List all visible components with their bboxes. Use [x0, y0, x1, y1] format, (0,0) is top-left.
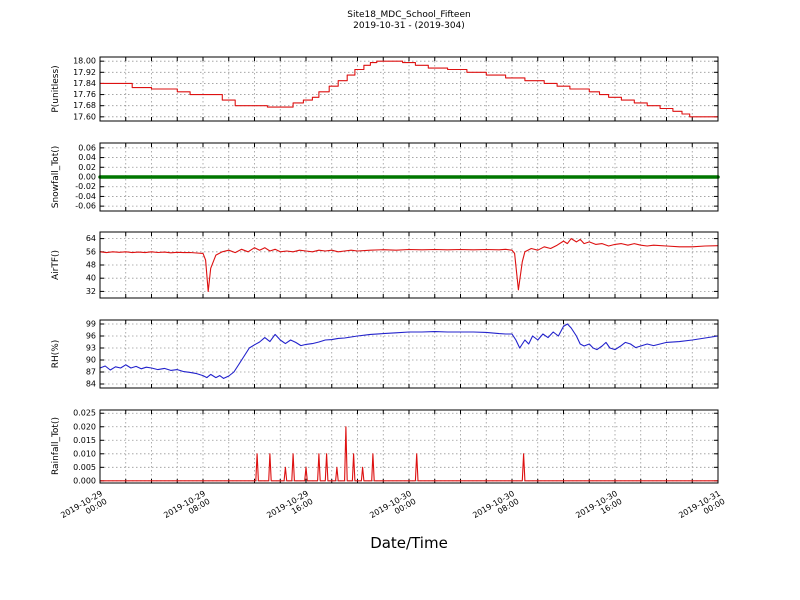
- y-axis-label-rh: RH(%): [51, 339, 61, 369]
- svg-text:40: 40: [86, 274, 96, 283]
- svg-text:2019-10-3000:00: 2019-10-3000:00: [368, 489, 417, 528]
- svg-text:56: 56: [86, 247, 96, 256]
- svg-text:0.02: 0.02: [78, 163, 96, 172]
- svg-text:0.015: 0.015: [73, 436, 96, 445]
- svg-text:0.000: 0.000: [73, 476, 96, 485]
- y-axis-label-pressure: P(unitless): [51, 65, 61, 113]
- svg-text:2019-10-3016:00: 2019-10-3016:00: [574, 489, 623, 528]
- x-axis-label: Date/Time: [370, 534, 448, 552]
- svg-text:0.04: 0.04: [78, 153, 96, 162]
- svg-text:93: 93: [86, 344, 96, 353]
- svg-text:2019-10-3008:00: 2019-10-3008:00: [471, 489, 520, 528]
- svg-text:2019-10-2900:00: 2019-10-2900:00: [59, 489, 108, 528]
- svg-text:90: 90: [86, 356, 96, 365]
- chart-subtitle: 2019-10-31 - (2019-304): [353, 21, 465, 31]
- svg-text:0.025: 0.025: [73, 409, 96, 418]
- svg-text:48: 48: [86, 261, 96, 270]
- svg-text:0.020: 0.020: [73, 422, 96, 431]
- y-axis-label-airtemp: AirTF(): [51, 249, 61, 281]
- svg-text:84: 84: [86, 380, 96, 389]
- y-axis-label-rainfall: Rainfall_Tot(): [51, 417, 61, 475]
- svg-text:17.92: 17.92: [73, 68, 96, 77]
- svg-text:0.005: 0.005: [73, 463, 96, 472]
- svg-text:96: 96: [86, 332, 96, 341]
- chart-title: Site18_MDC_School_Fifteen: [347, 10, 471, 20]
- svg-text:0.06: 0.06: [78, 143, 96, 152]
- svg-text:-0.06: -0.06: [75, 202, 96, 211]
- y-axis-label-snowfall: Snowfall_Tot(): [51, 145, 61, 209]
- svg-text:0.00: 0.00: [78, 173, 96, 182]
- svg-text:64: 64: [86, 234, 96, 243]
- svg-text:-0.02: -0.02: [75, 182, 96, 191]
- svg-text:17.68: 17.68: [73, 101, 96, 110]
- svg-text:0.010: 0.010: [73, 449, 96, 458]
- svg-text:17.76: 17.76: [73, 90, 96, 99]
- svg-text:17.60: 17.60: [73, 112, 96, 121]
- svg-text:87: 87: [86, 368, 96, 377]
- svg-text:2019-10-2908:00: 2019-10-2908:00: [162, 489, 211, 528]
- svg-text:18.00: 18.00: [73, 57, 96, 66]
- svg-text:99: 99: [86, 320, 96, 329]
- svg-text:-0.04: -0.04: [75, 192, 96, 201]
- svg-text:32: 32: [86, 287, 96, 296]
- svg-text:2019-10-3100:00: 2019-10-3100:00: [677, 489, 726, 528]
- svg-text:2019-10-2916:00: 2019-10-2916:00: [265, 489, 314, 528]
- svg-text:17.84: 17.84: [73, 79, 96, 88]
